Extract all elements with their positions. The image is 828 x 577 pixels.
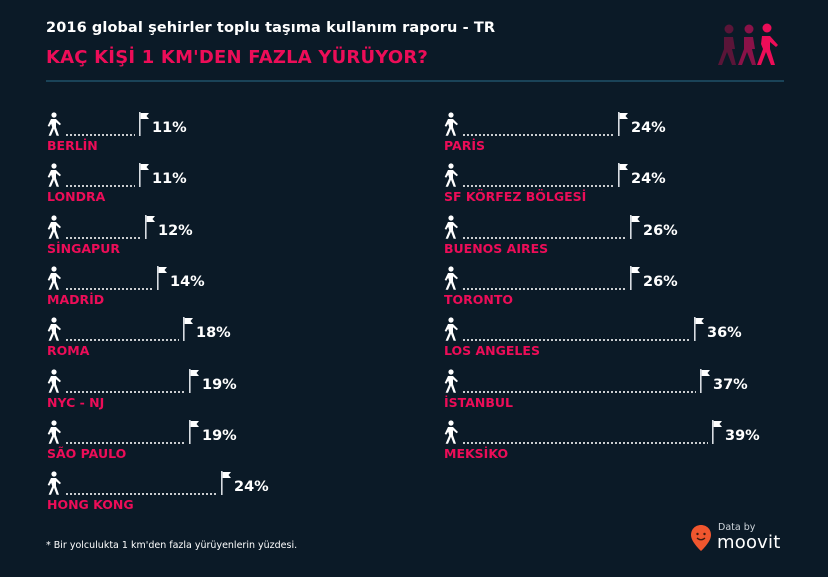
distance-bar — [462, 339, 690, 342]
percentage-label: 14% — [170, 273, 205, 290]
walking-person-icon — [47, 214, 63, 239]
walking-person-icon — [47, 368, 63, 393]
city-label: LONDRA — [47, 189, 106, 205]
flag-icon — [629, 214, 641, 239]
walking-person-icon — [47, 420, 63, 444]
city-row: 37% İSTANBUL — [444, 368, 778, 414]
city-row: 19% NYC - NJ — [47, 368, 267, 414]
city-label: SF KÖRFEZ BÖLGESİ — [444, 189, 587, 205]
footnote: * Bir yolculukta 1 km'den fazla yürüyenl… — [46, 540, 298, 551]
distance-bar — [462, 185, 614, 188]
percentage-label: 37% — [713, 376, 748, 393]
percentage-label: 11% — [152, 120, 187, 136]
city-row: 39% MEKSİKO — [444, 419, 790, 465]
moovit-branding: Data by moovit — [690, 520, 800, 556]
distance-bar — [65, 493, 217, 496]
percentage-label: 12% — [158, 222, 193, 239]
moovit-pin-icon — [691, 525, 711, 551]
city-row: 36% LOS ANGELES — [444, 317, 772, 362]
city-row: 11% BERLİN — [47, 112, 217, 157]
city-label: SİNGAPUR — [47, 240, 120, 256]
city-label: NYC - NJ — [47, 394, 105, 410]
city-row: 12% SİNGAPUR — [47, 214, 223, 260]
city-label: BUENOS AIRES — [444, 240, 549, 256]
flag-icon — [220, 471, 232, 496]
city-label: MADRİD — [47, 291, 105, 307]
distance-bar — [462, 134, 614, 136]
flag-icon — [188, 368, 200, 393]
city-row: 11% LONDRA — [47, 163, 217, 208]
flag-icon — [617, 163, 629, 188]
city-row: 14% MADRİD — [47, 265, 235, 311]
percentage-label: 36% — [707, 325, 742, 342]
percentage-label: 19% — [202, 427, 237, 444]
flag-icon — [156, 265, 168, 290]
distance-bar — [65, 185, 135, 188]
flag-icon — [138, 163, 150, 188]
walking-people-icon — [718, 23, 778, 65]
city-label: TORONTO — [444, 291, 514, 307]
walking-person-icon — [444, 266, 460, 290]
walking-person-icon — [444, 163, 460, 187]
distance-bar — [462, 287, 626, 290]
walking-person-icon — [47, 163, 63, 187]
city-label: PARİS — [444, 138, 485, 153]
header-divider — [46, 80, 784, 82]
distance-bar — [65, 390, 185, 393]
flag-icon — [188, 419, 200, 444]
percentage-label: 24% — [631, 120, 666, 136]
report-subtitle: 2016 global şehirler toplu taşıma kullan… — [46, 20, 496, 36]
percentage-label: 26% — [643, 222, 678, 239]
walking-person-icon — [444, 420, 460, 444]
city-row: 24% PARİS — [444, 112, 696, 157]
flag-icon — [693, 317, 705, 342]
distance-bar — [65, 134, 135, 136]
percentage-label: 24% — [234, 479, 269, 496]
walking-person-icon — [444, 317, 460, 341]
distance-bar — [65, 287, 153, 290]
flag-icon — [617, 112, 629, 136]
flag-icon — [144, 214, 156, 239]
flag-icon — [699, 368, 711, 393]
moovit-logo-text: moovit — [717, 532, 781, 553]
walking-person-icon — [47, 317, 63, 341]
distance-bar — [462, 441, 708, 444]
flag-icon — [138, 112, 150, 136]
percentage-label: 39% — [725, 427, 760, 444]
city-label: İSTANBUL — [444, 394, 513, 410]
flag-icon — [629, 265, 641, 290]
percentage-label: 26% — [643, 273, 678, 290]
flag-icon — [711, 419, 723, 444]
data-by-label: Data by — [718, 522, 756, 533]
city-row: 19% SÃO PAULO — [47, 419, 267, 465]
city-row: 26% BUENOS AIRES — [444, 214, 708, 260]
walking-person-icon — [47, 266, 63, 290]
city-label: HONG KONG — [47, 497, 134, 513]
flag-icon — [182, 317, 194, 342]
distance-bar — [462, 390, 696, 393]
city-label: SÃO PAULO — [47, 445, 127, 461]
distance-bar — [65, 441, 185, 444]
walking-person-icon — [47, 471, 63, 495]
report-title: KAÇ KİŞİ 1 KM'DEN FAZLA YÜRÜYOR? — [46, 47, 429, 68]
city-row: 18% ROMA — [47, 317, 261, 362]
distance-bar — [462, 236, 626, 239]
city-label: ROMA — [47, 343, 90, 359]
walking-person-icon — [444, 214, 460, 239]
percentage-label: 11% — [152, 171, 187, 188]
percentage-label: 19% — [202, 376, 237, 393]
city-row: 24% SF KÖRFEZ BÖLGESİ — [444, 163, 696, 208]
walking-person-icon — [47, 112, 63, 136]
walking-person-icon — [444, 112, 460, 136]
city-label: LOS ANGELES — [444, 343, 540, 359]
distance-bar — [65, 236, 141, 239]
walking-person-icon — [444, 368, 460, 393]
percentage-label: 24% — [631, 171, 666, 188]
city-row: 24% HONG KONG — [47, 471, 299, 516]
percentage-label: 18% — [196, 325, 231, 342]
distance-bar — [65, 339, 179, 342]
city-label: MEKSİKO — [444, 445, 509, 461]
city-row: 26% TORONTO — [444, 265, 708, 311]
city-label: BERLİN — [47, 138, 98, 153]
